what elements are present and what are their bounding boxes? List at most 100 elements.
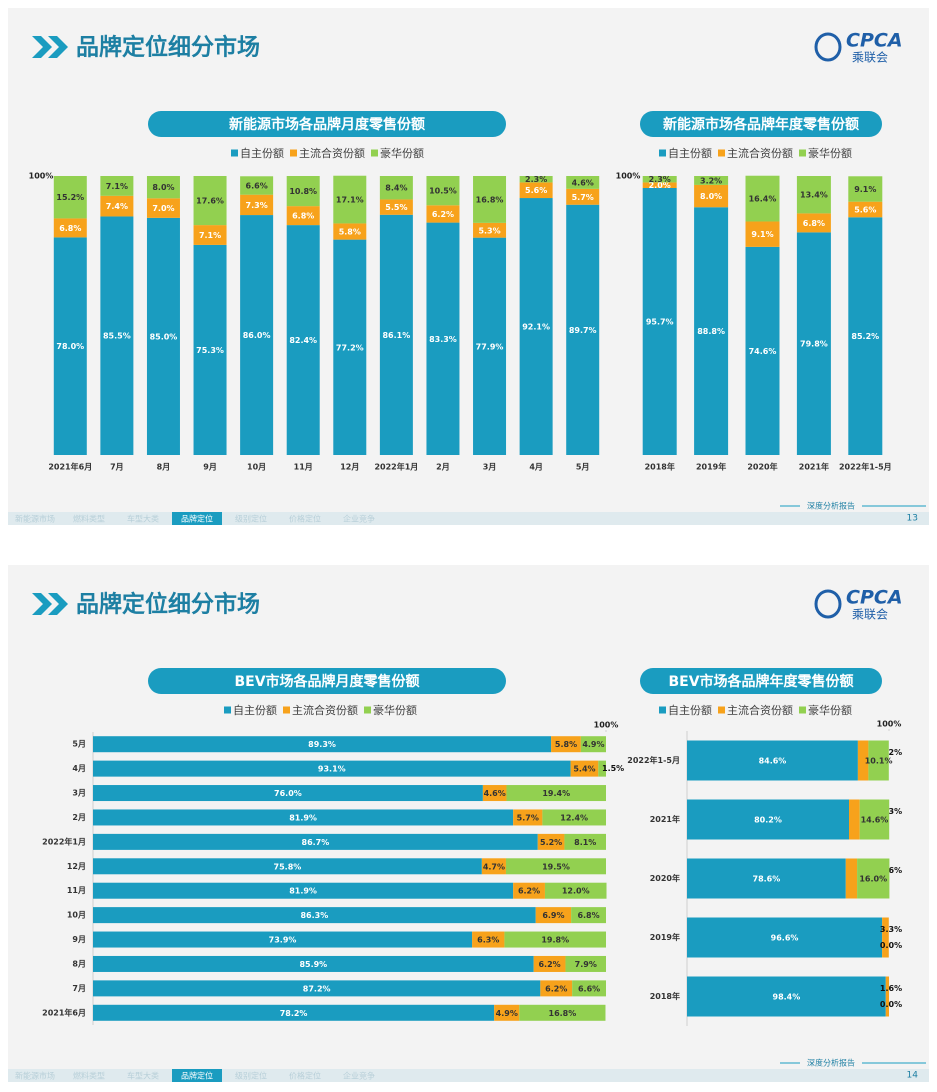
value-label: 6.2% <box>432 210 454 219</box>
category-label: 2022年1-5月 <box>627 755 680 765</box>
legend-swatch <box>231 149 238 157</box>
chart-title-pill <box>640 111 882 137</box>
category-label: 2019年 <box>650 932 680 942</box>
value-label: 15.2% <box>56 193 84 202</box>
bar-segment <box>506 785 606 802</box>
value-label: 4.7% <box>483 862 505 871</box>
logo-swoosh <box>814 589 842 619</box>
bar-segment <box>333 223 367 240</box>
value-label: 9.1% <box>854 185 876 194</box>
category-label: 3月 <box>483 463 497 472</box>
bar-segment <box>565 955 606 972</box>
category-label: 8月 <box>72 959 86 968</box>
bar-segment <box>796 213 831 233</box>
bar-segment <box>146 217 180 455</box>
legend-label: 自主份额 <box>668 147 712 160</box>
value-label: 86.7% <box>302 838 330 847</box>
nav-tab: 品牌定位 <box>181 514 213 524</box>
value-label: 5.6% <box>525 186 547 195</box>
category-label: 10月 <box>67 911 86 920</box>
bar-segment <box>286 225 320 455</box>
value-label: 5.2% <box>880 748 902 757</box>
value-label: 7.1% <box>106 182 128 191</box>
bar-segment <box>745 246 780 455</box>
legend-swatch <box>799 149 806 157</box>
legend-label: 主流合资份额 <box>727 703 793 717</box>
bar-segment <box>551 736 581 753</box>
legend-swatch <box>283 706 290 714</box>
slide-background <box>8 8 929 525</box>
page-number: 13 <box>907 514 918 524</box>
category-label: 2021年6月 <box>48 462 92 472</box>
value-label: 2.3% <box>649 175 671 184</box>
value-label: 6.8% <box>803 219 825 228</box>
value-label: 12.4% <box>560 813 588 822</box>
category-label: 2月 <box>72 813 86 822</box>
logo-subtext: 乘联会 <box>852 608 888 622</box>
bar-segment <box>333 239 367 455</box>
bar-segment <box>146 198 180 218</box>
nav-tab: 价格定位 <box>289 1071 321 1081</box>
chevron <box>32 36 52 58</box>
legend-swatch <box>224 706 231 714</box>
bar-segment <box>379 214 413 455</box>
value-label: 87.2% <box>303 984 331 993</box>
value-label: 86.1% <box>382 331 410 340</box>
bar-segment <box>882 917 889 958</box>
value-label: 1.6% <box>880 984 902 993</box>
logo-text: CPCA <box>846 587 903 609</box>
category-label: 7月 <box>72 984 86 993</box>
value-label: 19.4% <box>542 789 570 798</box>
bar-segment <box>333 175 367 224</box>
legend-label: 豪华份额 <box>380 146 424 160</box>
legend-label: 豪华份额 <box>808 703 852 717</box>
legend-swatch <box>659 149 666 157</box>
value-label: 16.8% <box>476 195 504 204</box>
bar-segment <box>845 858 858 899</box>
bar-segment <box>93 760 571 777</box>
category-label: 2021年6月 <box>42 1007 86 1017</box>
category-label: 2022年1月 <box>42 836 86 846</box>
value-label: 85.9% <box>299 960 327 969</box>
value-label: 5.3% <box>478 226 500 235</box>
value-label: 8.1% <box>574 838 596 847</box>
bar-segment <box>535 907 572 924</box>
value-label: 5.2% <box>540 838 562 847</box>
value-label: 2.0% <box>649 181 671 190</box>
value-label: 85.0% <box>150 332 178 341</box>
bar-segment <box>598 760 606 777</box>
value-label: 0.0% <box>880 1000 902 1009</box>
bar-segment <box>519 182 553 199</box>
nav-tab: 价格定位 <box>289 514 321 524</box>
nav-tab-active <box>172 1069 222 1082</box>
legend-label: 主流合资份额 <box>292 703 358 717</box>
value-label: 6.2% <box>545 984 567 993</box>
nav-tab: 车型大类 <box>127 1071 159 1081</box>
x-tick-label: 100% <box>877 720 902 729</box>
bar-segment <box>513 809 543 826</box>
bar-segment <box>93 809 514 826</box>
bar-segment <box>93 931 473 948</box>
bar-segment <box>240 194 274 216</box>
legend-swatch <box>718 706 725 714</box>
nav-tab: 新能源市场 <box>15 514 55 524</box>
bar-segment <box>93 858 482 875</box>
category-label: 2018年 <box>650 991 680 1001</box>
value-label: 83.3% <box>429 335 457 344</box>
x-tick-label: 100% <box>594 721 619 730</box>
chart-title: BEV市场各品牌年度零售份额 <box>668 673 853 690</box>
value-label: 5.6% <box>880 866 902 875</box>
legend-label: 豪华份额 <box>373 703 417 717</box>
bar-segment <box>286 206 320 226</box>
legend-label: 豪华份额 <box>808 146 852 160</box>
value-label: 5.4% <box>573 765 595 774</box>
value-label: 5.8% <box>339 228 361 237</box>
nav-tab: 品牌定位 <box>181 1071 213 1081</box>
bar-segment <box>240 176 274 195</box>
bar-segment <box>193 244 227 455</box>
value-label: 6.2% <box>518 887 540 896</box>
category-label: 5月 <box>72 740 86 749</box>
bar-segment <box>687 740 858 781</box>
value-label: 19.5% <box>542 862 570 871</box>
value-label: 5.3% <box>880 807 902 816</box>
